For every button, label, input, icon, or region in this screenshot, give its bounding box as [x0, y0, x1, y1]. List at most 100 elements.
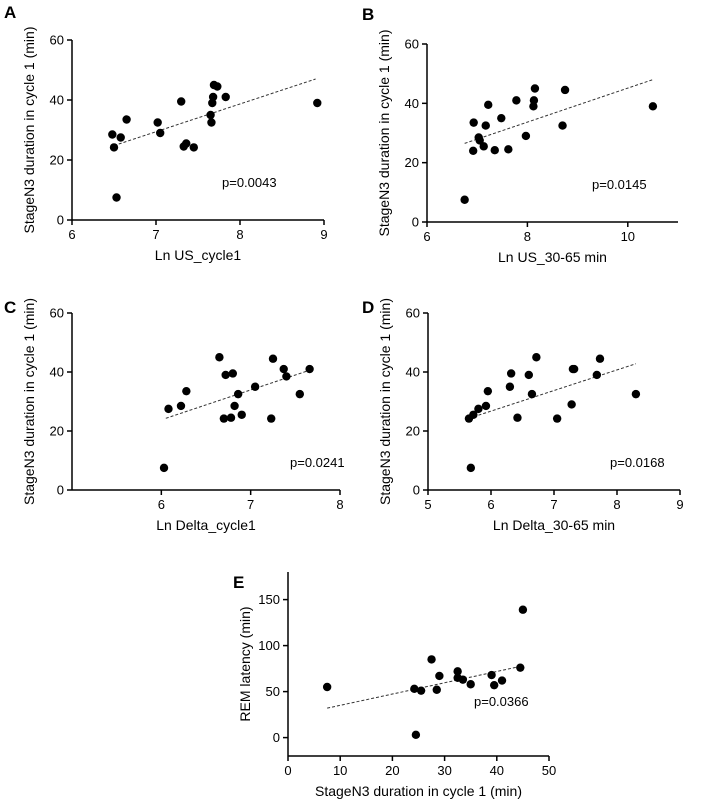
y-tick-label-a: 20: [50, 153, 64, 168]
data-point-d: [569, 364, 579, 374]
data-point-b: [497, 113, 506, 123]
y-tick-label-e: 150: [258, 592, 280, 607]
data-point-d: [527, 389, 537, 399]
data-point-a: [182, 139, 191, 148]
x-tick-label-a: 6: [68, 227, 75, 242]
y-tick-label-c: 20: [50, 424, 64, 439]
data-point-a: [207, 118, 216, 127]
x-axis-label-d: Ln Delta_30-65 min: [493, 517, 615, 533]
y-tick-label-d: 60: [406, 306, 420, 321]
data-point-e: [516, 663, 525, 672]
x-tick-label-e: 30: [437, 763, 451, 778]
data-point-b: [530, 84, 540, 93]
data-point-a: [109, 143, 119, 152]
data-point-c: [221, 370, 230, 380]
x-tick-label-e: 50: [542, 763, 556, 778]
data-point-d: [532, 353, 541, 362]
y-axis-label-b: StageN3 duration in cycle 1 (min): [376, 30, 392, 237]
p-value-d: p=0.0168: [610, 455, 665, 470]
x-tick-label-c: 7: [247, 497, 254, 512]
data-point-b: [504, 145, 513, 154]
data-point-e: [322, 682, 332, 692]
data-point-e: [427, 655, 436, 664]
data-point-a: [313, 98, 322, 108]
p-value-c: p=0.0241: [290, 455, 345, 470]
data-point-c: [267, 414, 276, 423]
data-point-e: [410, 684, 419, 694]
x-tick-label-a: 8: [236, 227, 243, 242]
data-point-d: [631, 389, 641, 399]
data-point-d: [483, 386, 493, 396]
data-point-c: [219, 414, 229, 423]
data-point-d: [505, 382, 515, 391]
y-tick-label-c: 60: [50, 306, 64, 321]
data-point-c: [250, 382, 260, 391]
x-tick-label-d: 5: [424, 497, 431, 512]
x-tick-label-c: 8: [336, 497, 343, 512]
data-point-d: [552, 414, 562, 423]
data-point-b: [560, 85, 570, 95]
x-tick-label-e: 20: [385, 763, 399, 778]
x-axis-label-b: Ln US_30-65 min: [498, 249, 607, 265]
p-value-a: p=0.0043: [222, 175, 277, 190]
data-point-b: [521, 131, 531, 141]
data-point-a: [156, 128, 165, 138]
data-point-c: [164, 404, 173, 414]
data-point-c: [282, 372, 291, 381]
data-point-a: [108, 130, 117, 139]
data-point-c: [159, 463, 169, 473]
data-point-b: [529, 96, 539, 105]
data-point-a: [206, 110, 215, 120]
x-tick-label-a: 9: [320, 227, 327, 242]
data-point-d: [513, 413, 522, 422]
x-axis-label-e: StageN3 duration in cycle 1 (min): [315, 783, 522, 799]
data-point-d: [474, 404, 483, 414]
y-tick-label-c: 0: [57, 483, 64, 498]
fit-line-b: [464, 79, 654, 144]
data-point-e: [458, 675, 468, 684]
data-point-d: [592, 370, 602, 380]
y-tick-label-d: 20: [406, 424, 420, 439]
x-axis-label-a: Ln US_cycle1: [155, 247, 242, 263]
data-point-c: [279, 364, 288, 374]
panel-letter-b: B: [362, 5, 374, 24]
data-point-b: [484, 100, 493, 110]
data-point-a: [177, 97, 186, 106]
data-point-a: [116, 133, 125, 142]
data-point-c: [268, 354, 278, 363]
x-tick-label-c: 6: [158, 497, 165, 512]
y-tick-label-b: 40: [405, 96, 419, 111]
data-point-d: [595, 354, 605, 363]
data-point-e: [453, 667, 462, 676]
x-tick-label-d: 9: [676, 497, 683, 512]
data-point-d: [567, 400, 576, 409]
data-point-d: [481, 401, 491, 411]
data-point-b: [468, 146, 478, 155]
y-tick-label-b: 60: [405, 37, 419, 52]
data-point-c: [237, 410, 246, 419]
p-value-b: p=0.0145: [592, 177, 647, 192]
y-tick-label-a: 40: [50, 93, 64, 108]
data-point-b: [512, 96, 521, 105]
data-point-b: [475, 136, 484, 145]
data-point-c: [233, 389, 243, 399]
panel-letter-d: D: [362, 298, 374, 317]
data-point-e: [435, 671, 444, 681]
data-point-c: [228, 369, 237, 378]
data-point-e: [466, 680, 475, 689]
y-axis-label-a: StageN3 duration in cycle 1 (min): [21, 27, 37, 234]
x-tick-label-a: 7: [152, 227, 159, 242]
data-point-b: [490, 146, 499, 155]
data-point-d: [524, 370, 533, 380]
data-point-e: [411, 730, 421, 740]
data-point-d: [506, 369, 516, 378]
x-tick-label-b: 8: [524, 229, 531, 244]
y-tick-label-c: 40: [50, 365, 64, 380]
y-tick-label-e: 50: [266, 684, 280, 699]
y-tick-label-d: 0: [413, 483, 420, 498]
x-tick-label-b: 6: [423, 229, 430, 244]
data-point-c: [230, 401, 239, 411]
data-point-a: [153, 118, 162, 127]
fit-line-d: [468, 363, 637, 419]
